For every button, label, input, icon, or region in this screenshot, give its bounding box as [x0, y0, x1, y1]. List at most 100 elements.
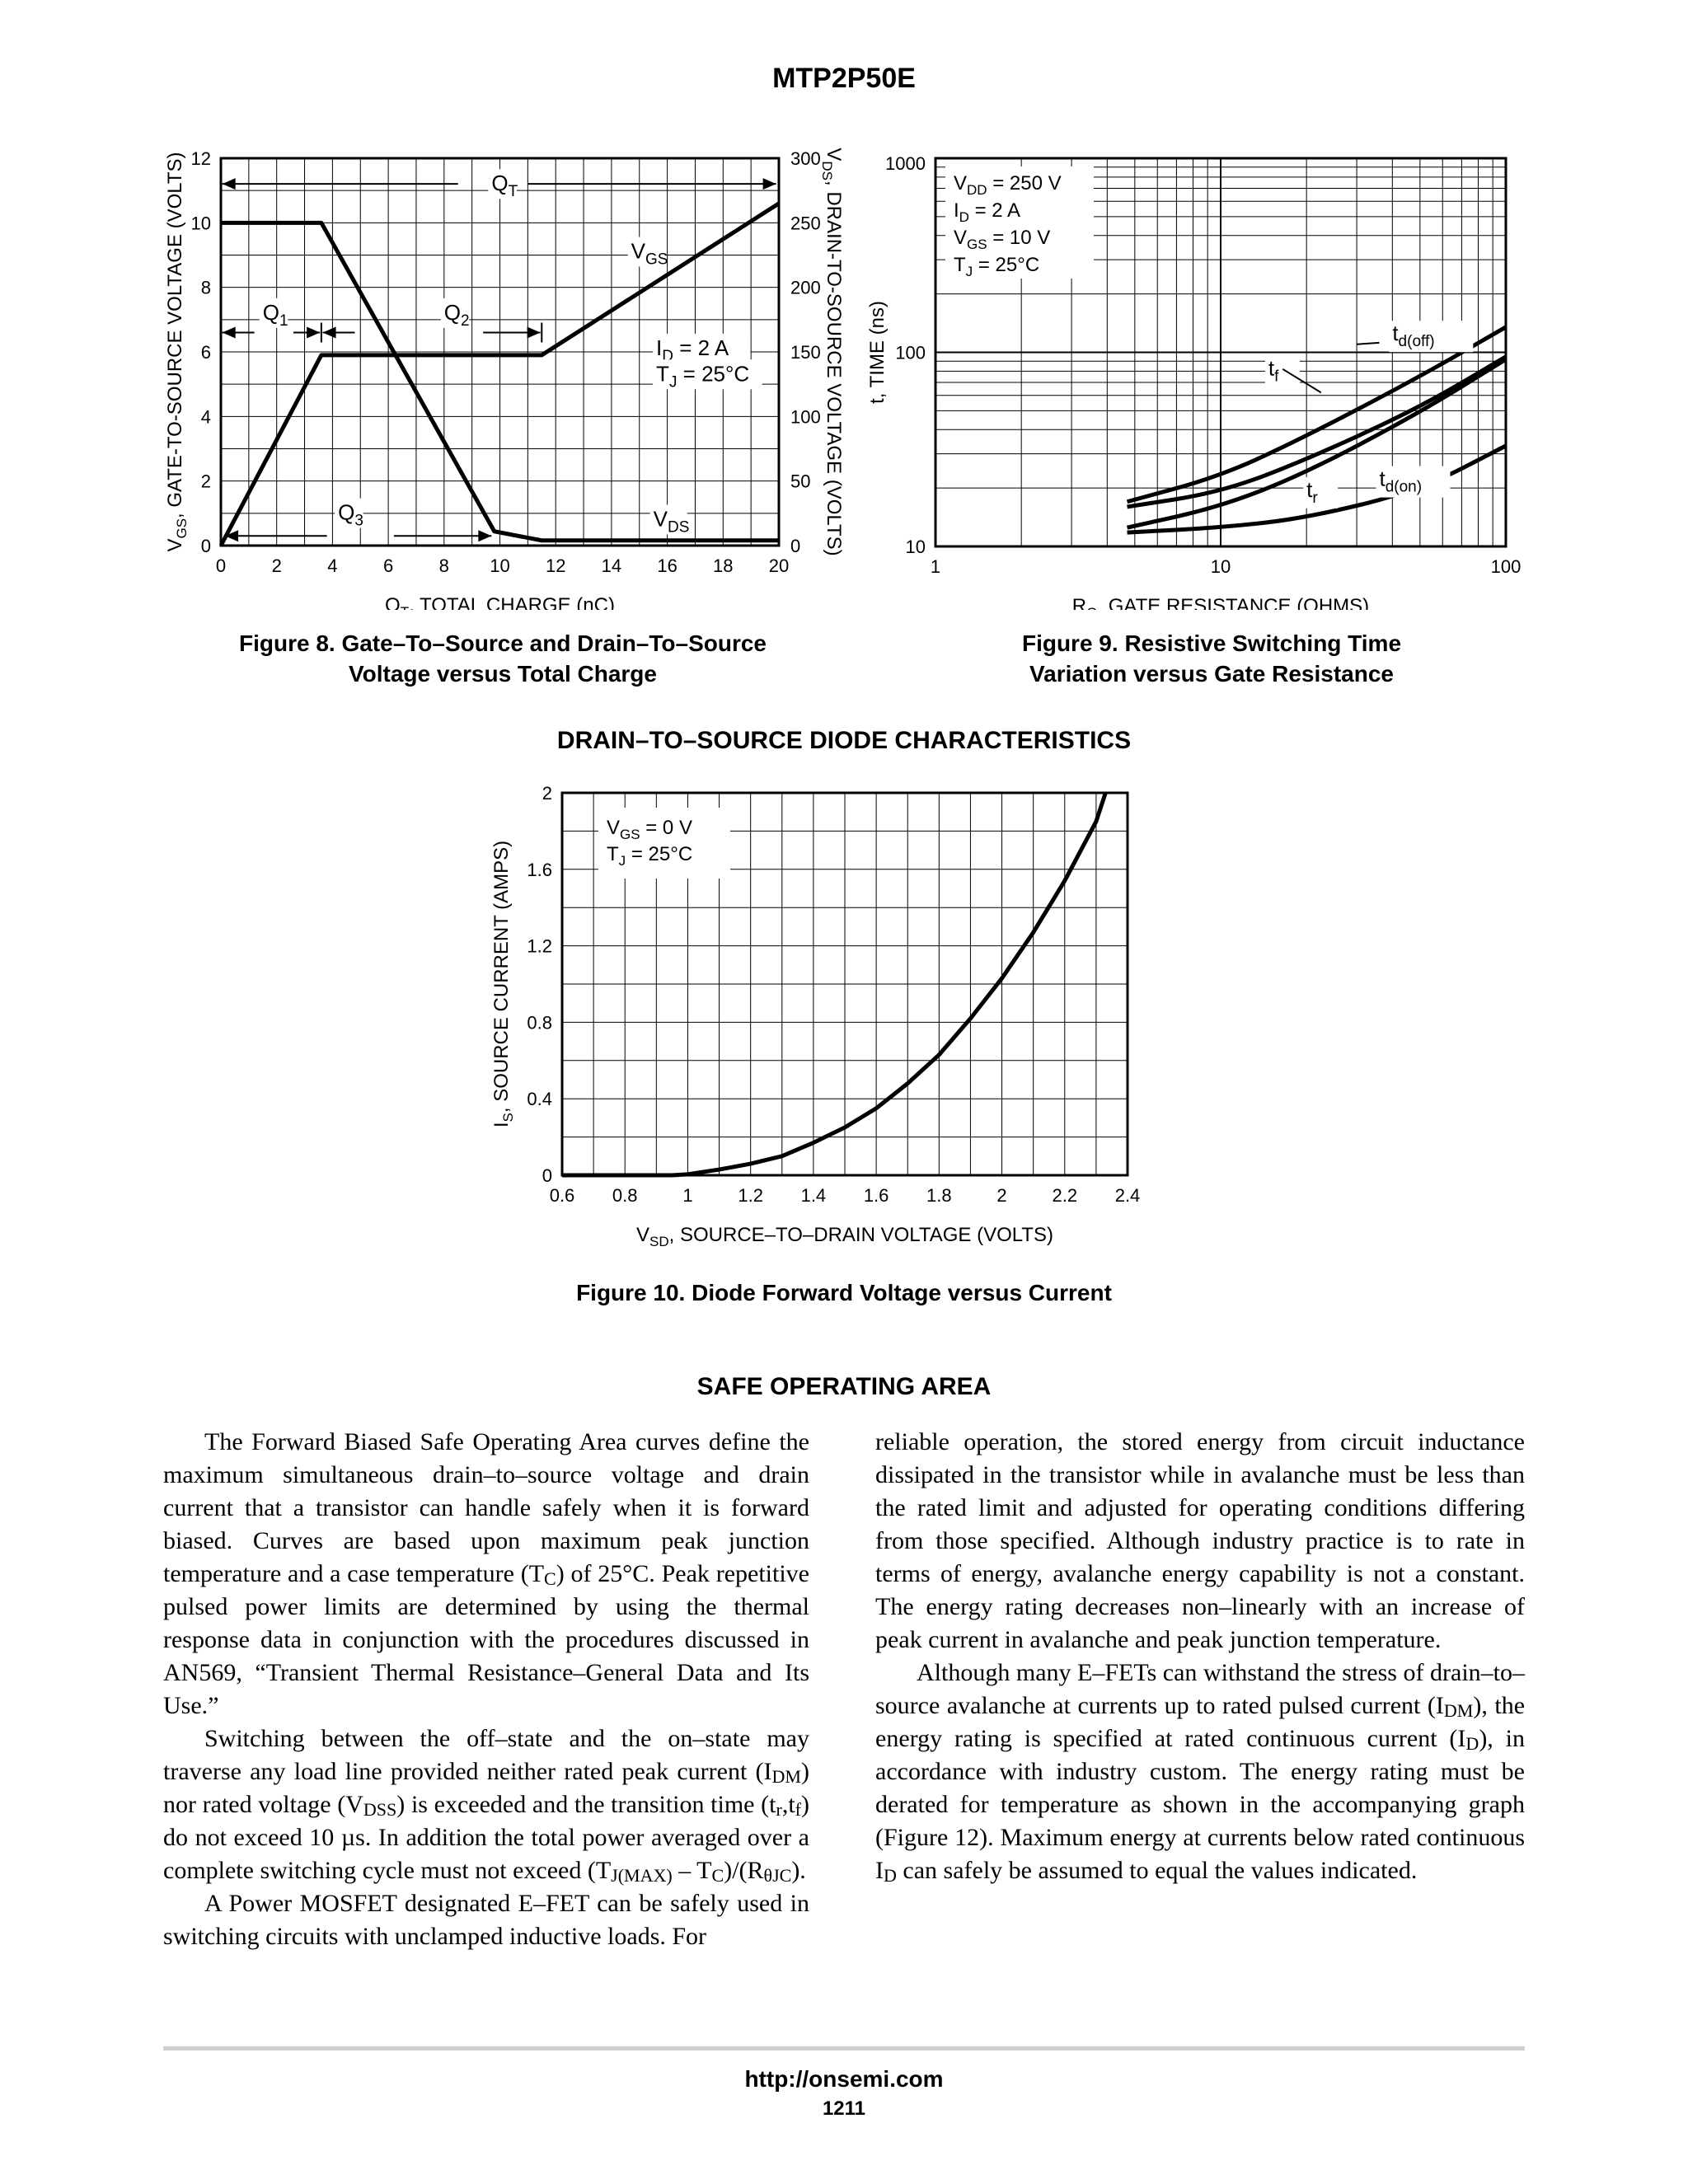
fig10-x-tick-label: 2.2 [1052, 1185, 1077, 1206]
fig10-x-tick-label: 1.2 [738, 1185, 763, 1206]
fig10-y-tick-label: 1.2 [527, 936, 552, 957]
fig9-x-tick-label: 100 [1491, 556, 1522, 577]
soa-right-paragraph-2: Although many E–FETs can withstand the s… [875, 1659, 1526, 1886]
fig8-q1-arrow-right-head [307, 326, 321, 339]
fig8-label-bg [259, 298, 288, 328]
fig8-y2-tick-label: 300 [790, 148, 821, 169]
soa-left-paragraph-3: A Power MOSFET designated E–FET can be s… [163, 1890, 809, 1950]
fig8-y-tick-label: 8 [201, 278, 211, 298]
fig8-x-tick-label: 2 [272, 555, 282, 576]
fig10-legend-bg [598, 808, 730, 879]
fig8-y-tick-label: 0 [201, 536, 211, 556]
figure10-chart: 0.6 0.8 1 1.2 1.4 1.6 1.8 2 2.2 2.4 0 0.4 0.8 1.2 1.6 2… [490, 783, 1141, 1249]
page-title: MTP2P50E [772, 63, 916, 94]
fig8-y-tick-label: 12 [191, 148, 211, 169]
fig10-plot-frame [560, 791, 1129, 1177]
figure9-caption: Figure 9. Resistive Switching Time Varia… [882, 628, 1541, 689]
fig9-y-axis-title: t, TIME (ns) [866, 301, 889, 404]
fig8-label-bg [649, 504, 687, 535]
fig8-label: VGS [631, 238, 668, 268]
fig8-qt-arrow-right-head [762, 178, 776, 190]
fig9-series-tf [1127, 354, 1507, 509]
fig8-x-tick-label: 8 [439, 555, 449, 576]
figure8-caption-line2: Voltage versus Total Charge [349, 661, 657, 687]
footer-url[interactable]: http://onsemi.com [744, 2066, 944, 2092]
fig8-y2-tick-label: 150 [790, 342, 821, 363]
fig8-x-tick-label: 0 [216, 555, 226, 576]
fig8-y-tick-label: 4 [201, 406, 211, 427]
fig8-q2-arrow-left-head [322, 326, 336, 339]
fig9-legend-entry: TJ = 25°C [954, 254, 1039, 279]
fig10-y-tick-label: 0 [542, 1165, 552, 1186]
fig8-label-bg [627, 237, 665, 267]
fig9-legend-entry: ID = 2 A [954, 199, 1020, 225]
fig8-x-tick-label: 20 [769, 555, 789, 576]
fig8-qt-arrow-left-head [222, 178, 236, 190]
fig8-label-bg [440, 298, 470, 328]
fig8-y2-tick-label: 250 [790, 213, 821, 233]
fig8-y2-axis-title: VDS, DRAIN-TO-SOURCE VOLTAGE (VOLTS) [819, 148, 845, 555]
fig8-q1-arrow-left-head [222, 326, 236, 339]
figure8-caption-line1: Figure 8. Gate–To–Source and Drain–To–So… [238, 630, 767, 656]
fig8-y2-tick-label: 100 [790, 406, 821, 427]
fig9-label: td(off) [1392, 321, 1434, 350]
fig8-label-bg [488, 169, 517, 199]
fig8-series-vgs [218, 201, 781, 547]
fig10-x-tick-label: 2 [996, 1185, 1006, 1206]
fig8-x-tick-label: 12 [546, 555, 565, 576]
footer-rule [163, 2046, 1525, 2050]
fig9-x-tick-label: 10 [1211, 556, 1231, 577]
diode-section-title: DRAIN–TO–SOURCE DIODE CHARACTERISTICS [556, 727, 1132, 754]
fig8-y-tick-label: 6 [201, 342, 211, 363]
fig8-x-axis-title: QT, TOTAL CHARGE (nC) [385, 594, 615, 610]
figure8-chart: 0 2 4 6 8 10 12 14 16 18 2002468101205010015020025… [164, 148, 845, 610]
fig9-label: td(on) [1379, 466, 1422, 496]
fig10-y-tick-label: 2 [542, 783, 552, 804]
fig9-legend-entry: VGS = 10 V [954, 227, 1050, 252]
fig8-x-tick-label: 18 [713, 555, 733, 576]
soa-left-paragraph-2: Switching between the off–state and the … [163, 1725, 809, 1886]
fig8-y2-tick-label: 50 [790, 471, 810, 492]
fig9-y-tick-label: 10 [906, 537, 926, 557]
fig10-x-axis-title: VSD, SOURCE–TO–DRAIN VOLTAGE (VOLTS) [636, 1224, 1053, 1249]
fig9-y-tick-label: 1000 [885, 153, 926, 174]
fig9-series-tr [1127, 357, 1507, 530]
fig10-series-is [562, 792, 1108, 1178]
figure8-caption: Figure 8. Gate–To–Source and Drain–To–So… [173, 628, 832, 689]
fig8-q3-arrow-right-head [478, 530, 492, 542]
fig8-label: Q2 [444, 300, 470, 330]
fig8-label-bg [653, 333, 751, 363]
page-number: 1211 [822, 2097, 866, 2120]
fig8-plot-frame [219, 157, 781, 547]
fig8-q3-arrow-left-head [225, 530, 239, 542]
fig10-y-tick-label: 0.4 [527, 1089, 552, 1109]
figure10-caption: Figure 10. Diode Forward Voltage versus … [576, 1280, 1112, 1305]
fig8-y-tick-label: 2 [201, 471, 211, 492]
fig9-label-bg [1389, 321, 1474, 353]
fig8-x-tick-label: 14 [602, 555, 621, 576]
fig8-y2-tick-label: 0 [790, 536, 800, 556]
fig8-x-tick-label: 6 [383, 555, 393, 576]
fig8-y-tick-label: 10 [191, 213, 211, 233]
fig9-label-bg [1376, 466, 1451, 498]
fig9-y-tick-label: 100 [895, 343, 926, 363]
fig8-series-vds [221, 220, 779, 543]
fig10-x-tick-label: 1.6 [864, 1185, 889, 1206]
fig8-label-bg [653, 359, 762, 390]
fig10-x-tick-label: 2.4 [1115, 1185, 1141, 1206]
figure9-caption-line2: Variation versus Gate Resistance [1029, 661, 1394, 687]
fig8-x-tick-label: 16 [657, 555, 677, 576]
fig10-x-tick-label: 0.6 [550, 1185, 575, 1206]
fig8-label-bg [335, 498, 363, 528]
fig8-label: QT [491, 171, 518, 200]
fig9-tdoff-leader [1357, 341, 1380, 345]
fig9-label: tf [1268, 356, 1279, 386]
fig9-plot-frame [934, 157, 1507, 548]
fig8-label: Q3 [338, 500, 363, 530]
soa-left-column: The Forward Biased Safe Operating Area c… [163, 1426, 809, 1953]
fig10-x-tick-label: 0.8 [612, 1185, 638, 1206]
fig8-x-tick-label: 10 [490, 555, 509, 576]
fig9-legend-bg [945, 166, 1094, 279]
fig10-y-axis-title: IS, SOURCE CURRENT (AMPS) [490, 841, 516, 1127]
fig10-x-tick-label: 1.8 [926, 1185, 952, 1206]
